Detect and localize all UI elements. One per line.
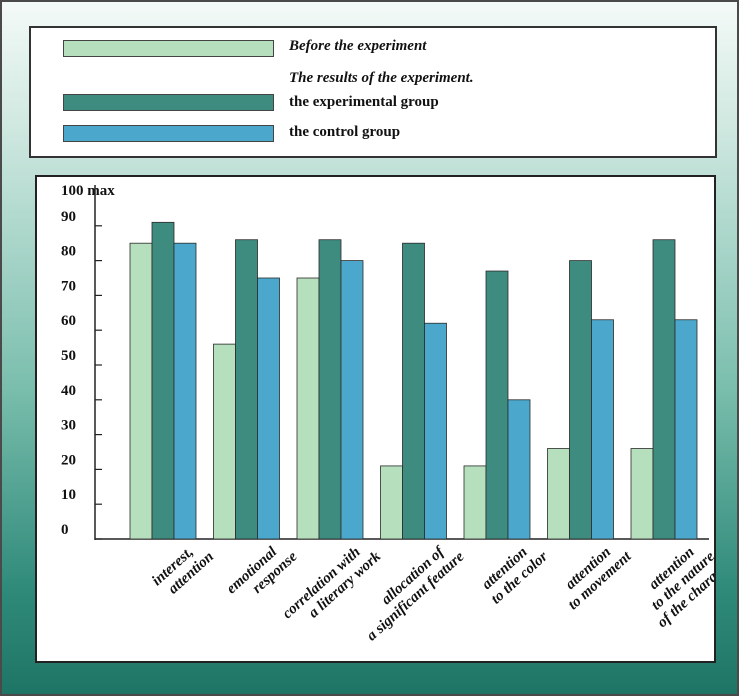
bar-before: [213, 343, 236, 540]
bar-experimental: [235, 239, 258, 540]
bar-control: [424, 322, 447, 540]
y-top-label: 100 max: [61, 183, 115, 199]
legend-label-control: the control group: [289, 124, 401, 140]
chart-panel: 0 10 20 30 40 50 60 70 80 90 100 max interest,atten…: [35, 175, 716, 663]
bar-control: [173, 242, 197, 540]
bar-before: [296, 277, 320, 540]
bar-before: [463, 465, 487, 540]
bar-experimental: [318, 239, 342, 540]
y-tick-label: 70: [61, 278, 76, 294]
x-category-label: attentionto the natureof the character: [632, 528, 714, 631]
legend: Before the experiment The results of the…: [29, 26, 717, 158]
y-tick-label: 40: [61, 383, 76, 399]
bar-before: [129, 242, 153, 540]
x-category-text: attentionto the color: [477, 536, 551, 607]
legend-swatch-before: [63, 40, 274, 57]
x-category-label: emotionalresponse: [224, 536, 301, 610]
bar-control: [257, 277, 280, 540]
legend-swatch-experimental: [63, 94, 274, 111]
y-tick-label: 20: [61, 452, 76, 468]
y-tick-label: 60: [61, 313, 76, 329]
y-tick-label: 80: [61, 244, 76, 260]
legend-label-before: Before the experiment: [289, 38, 427, 54]
legend-swatch-control: [63, 125, 274, 142]
bar-experimental: [402, 242, 425, 540]
x-category-text: interest,attention: [149, 536, 217, 602]
y-tick-label: 0: [61, 522, 69, 538]
y-tick-label: 50: [61, 348, 76, 364]
bar-control: [674, 319, 698, 540]
bar-before: [547, 448, 570, 540]
x-category-label: attentionto movement: [554, 536, 635, 614]
x-category-label: correlation witha literary work: [280, 536, 385, 635]
bar-experimental: [652, 239, 676, 540]
y-tick-label: 90: [61, 209, 76, 225]
bar-experimental: [485, 270, 509, 540]
bar-chart: 0 10 20 30 40 50 60 70 80 90 100 max interest,atten…: [61, 183, 714, 644]
legend-label-experimental: the experimental group: [289, 94, 439, 110]
x-category-text: attentionto the natureof the character: [632, 528, 714, 631]
bar-before: [380, 465, 403, 540]
x-category-text: attentionto movement: [554, 536, 635, 614]
bar-experimental: [151, 221, 175, 540]
legend-results-heading: The results of the experiment.: [289, 70, 474, 86]
y-tick-label: 10: [61, 487, 76, 503]
x-category-label: attentionto the color: [477, 536, 551, 607]
bar-control: [507, 399, 531, 540]
bar-control: [591, 319, 614, 540]
bar-before: [630, 448, 654, 540]
x-category-text: correlation witha literary work: [280, 536, 385, 635]
x-category-label: interest,attention: [149, 536, 217, 602]
x-category-text: emotionalresponse: [224, 536, 301, 610]
bar-control: [340, 260, 364, 540]
y-tick-label: 30: [61, 418, 76, 434]
bar-experimental: [569, 260, 592, 540]
